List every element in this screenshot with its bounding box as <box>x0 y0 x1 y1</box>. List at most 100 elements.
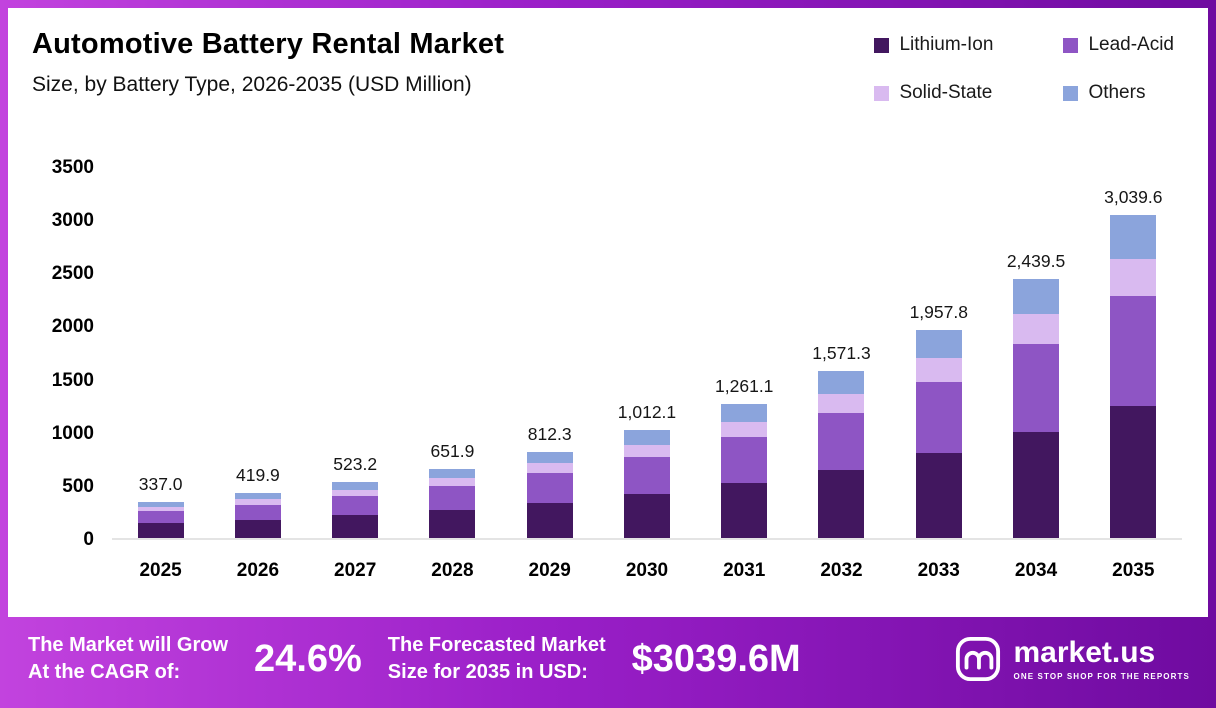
y-tick-label: 0 <box>83 529 94 550</box>
bar-segment-solid-state <box>234 499 281 505</box>
legend-item-solid-state: Solid-State <box>874 82 993 104</box>
bar-segment-lead-acid <box>721 437 768 483</box>
bar-segment-solid-state <box>721 422 768 438</box>
footer-banner: The Market will Grow At the CAGR of: 24.… <box>8 617 1208 708</box>
forecast-label: The Forecasted Market Size for 2035 in U… <box>388 632 606 686</box>
y-axis: 0 500 1000 1500 2000 2500 3000 3500 <box>32 157 94 550</box>
chart-legend: Lithium-Ion Lead-Acid Solid-State Others <box>874 34 1174 104</box>
bar-total-label: 812.3 <box>527 423 572 444</box>
y-tick-label: 2500 <box>51 263 94 285</box>
bar-segment-others <box>429 468 476 479</box>
legend-swatch-solid-state <box>874 85 890 101</box>
brand-name: market.us <box>1013 635 1156 669</box>
forecast-value: $3039.6M <box>631 637 801 680</box>
x-axis-label-2034: 2034 <box>1014 560 1058 581</box>
bar-stack <box>915 329 962 538</box>
bar-segment-lithium-ion <box>818 469 865 538</box>
bar-segment-lithium-ion <box>137 523 184 538</box>
bar-segment-lithium-ion <box>526 502 573 538</box>
brand-tagline: ONE STOP SHOP FOR THE REPORTS <box>1013 671 1190 681</box>
bar-segment-others <box>623 430 670 445</box>
bar-segment-lead-acid <box>234 504 281 520</box>
brand-text: market.us ONE STOP SHOP FOR THE REPORTS <box>1013 635 1190 681</box>
bar-segment-lithium-ion <box>623 493 670 538</box>
bar-segment-lithium-ion <box>721 483 768 538</box>
bar-total-label: 337.0 <box>138 474 183 495</box>
bar-column-2033: 1,957.8 <box>890 168 987 538</box>
bar-segment-lead-acid <box>1013 343 1060 432</box>
bar-stack <box>1110 214 1157 538</box>
title-block: Automotive Battery Rental Market Size, b… <box>32 28 504 104</box>
bar-total-label: 1,957.8 <box>909 301 968 322</box>
bar-stack <box>623 430 670 538</box>
legend-swatch-others <box>1063 85 1079 101</box>
bar-segment-lithium-ion <box>234 519 281 538</box>
x-axis-label-2031: 2031 <box>723 560 766 581</box>
bar-segment-lead-acid <box>1110 295 1157 406</box>
legend-label: Lithium-Ion <box>899 34 994 55</box>
bar-stack <box>1013 278 1060 538</box>
bar-total-label: 1,261.1 <box>715 375 774 396</box>
y-tick-label: 3500 <box>51 157 94 178</box>
legend-label: Others <box>1088 82 1146 103</box>
bar-total-label: 419.9 <box>236 465 280 486</box>
x-axis-label-2025: 2025 <box>139 560 182 581</box>
x-axis-label-2026: 2026 <box>236 560 280 581</box>
chart-subtitle: Size, by Battery Type, 2026-2035 (USD Mi… <box>32 73 472 96</box>
bar-segment-solid-state <box>1110 258 1157 296</box>
chart-title: Automotive Battery Rental Market <box>32 28 505 60</box>
cagr-label: The Market will Grow At the CAGR of: <box>28 632 228 686</box>
y-tick-label: 2000 <box>51 316 94 338</box>
bar-column-2029: 812.3 <box>501 168 598 538</box>
x-axis-label-2030: 2030 <box>625 560 669 581</box>
bar-column-2028: 651.9 <box>404 168 501 538</box>
bar-segment-lead-acid <box>526 473 573 503</box>
bar-segment-solid-state <box>137 507 184 512</box>
bar-segment-solid-state <box>818 393 865 413</box>
x-axis-label-2032: 2032 <box>820 560 863 581</box>
bar-stack <box>429 468 476 538</box>
bar-column-2031: 1,261.1 <box>696 168 793 538</box>
bar-total-label: 2,439.5 <box>1006 250 1066 271</box>
bar-segment-solid-state <box>1013 313 1060 344</box>
x-axis-label-2033: 2033 <box>917 560 960 581</box>
bar-segment-lithium-ion <box>429 509 476 538</box>
bar-stack <box>721 403 768 538</box>
x-axis-label-2035: 2035 <box>1112 560 1155 581</box>
stacked-bar-chart: 0 500 1000 1500 2000 2500 3000 3500 337.0 419.9 5… <box>32 157 1182 582</box>
bar-segment-lead-acid <box>623 457 670 494</box>
bar-column-2032: 1,571.3 <box>793 168 890 538</box>
bar-segment-solid-state <box>332 489 379 497</box>
bar-segment-lead-acid <box>915 381 962 453</box>
bar-total-label: 1,012.1 <box>617 402 677 423</box>
bar-stack <box>526 451 573 538</box>
x-axis-label-2028: 2028 <box>431 560 474 581</box>
y-tick-label: 3000 <box>51 210 94 232</box>
bar-segment-solid-state <box>623 444 670 458</box>
legend-item-lithium-ion: Lithium-Ion <box>874 34 993 56</box>
bar-segment-others <box>137 502 184 508</box>
bar-segment-lead-acid <box>332 496 379 516</box>
bar-total-label: 1,571.3 <box>812 342 871 363</box>
bar-segment-solid-state <box>429 478 476 487</box>
bar-column-2035: 3,039.6 <box>1085 168 1182 538</box>
x-axis-label-2027: 2027 <box>334 560 377 581</box>
bar-segment-others <box>721 403 768 423</box>
bar-total-label: 651.9 <box>430 440 475 461</box>
legend-swatch-lead-acid <box>1063 37 1079 53</box>
chart-header: Automotive Battery Rental Market Size, b… <box>8 8 1208 104</box>
legend-swatch-lithium-ion <box>874 37 890 53</box>
legend-item-lead-acid: Lead-Acid <box>1063 34 1174 56</box>
legend-label: Lead-Acid <box>1088 34 1174 55</box>
bar-stack <box>234 493 281 538</box>
bar-segment-lead-acid <box>818 412 865 470</box>
plot-area: 337.0 419.9 523.2 651.9 812.3 1,012.1 1,261.1 1… <box>112 168 1182 540</box>
cagr-label-line2: At the CAGR of: <box>28 661 181 684</box>
bar-segment-others <box>915 329 962 359</box>
cagr-value: 24.6% <box>254 637 362 680</box>
bar-segment-lead-acid <box>137 511 184 524</box>
y-tick-label: 500 <box>62 475 94 497</box>
bar-segment-lead-acid <box>429 486 476 510</box>
x-axis-label-2029: 2029 <box>528 560 571 581</box>
y-tick-label: 1500 <box>51 369 94 391</box>
